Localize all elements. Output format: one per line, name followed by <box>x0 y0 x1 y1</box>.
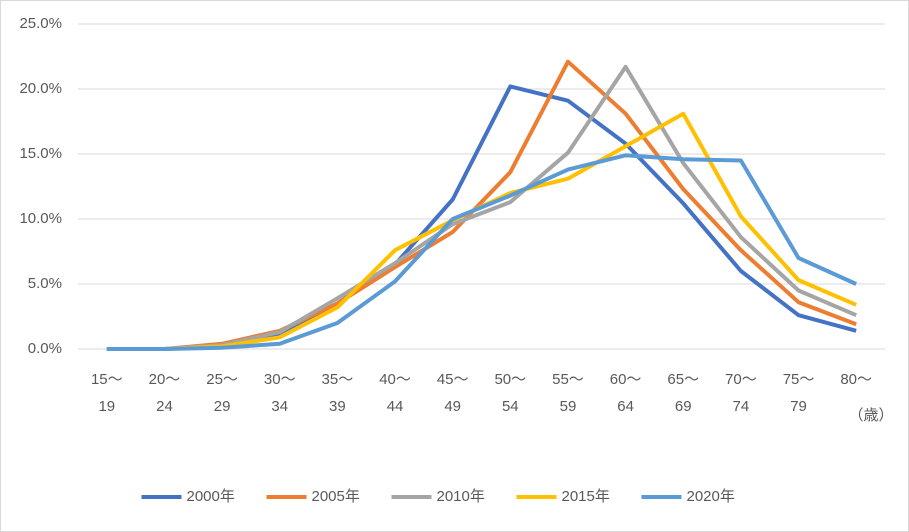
legend-label: 2015年 <box>562 488 610 505</box>
y-tick-label: 10.0% <box>19 210 62 227</box>
x-axis-label: （歳） <box>848 407 893 424</box>
x-tick-label: 74 <box>733 398 750 415</box>
y-tick-label: 0.0% <box>28 340 62 357</box>
legend-label: 2010年 <box>437 488 485 505</box>
x-tick-label: 70～ <box>725 371 757 388</box>
x-tick-label: 75～ <box>783 371 815 388</box>
x-tick-label: 39 <box>329 398 346 415</box>
x-tick-label: 24 <box>156 398 173 415</box>
x-tick-label: 54 <box>502 398 519 415</box>
x-tick-label: 55～ <box>552 371 584 388</box>
x-tick-label: 40～ <box>379 371 411 388</box>
x-tick-label: 80～ <box>840 371 872 388</box>
y-tick-label: 20.0% <box>19 80 62 97</box>
x-tick-label: 44 <box>387 398 404 415</box>
x-tick-label: 25～ <box>206 371 238 388</box>
x-tick-label: 45～ <box>437 371 469 388</box>
x-tick-label: 19 <box>98 398 115 415</box>
x-tick-label: 29 <box>214 398 231 415</box>
legend-label: 2020年 <box>687 488 735 505</box>
x-tick-label: 15～ <box>91 371 123 388</box>
x-tick-label: 64 <box>617 398 634 415</box>
y-tick-label: 5.0% <box>28 275 62 292</box>
x-tick-label: 34 <box>271 398 288 415</box>
legend-label: 2005年 <box>312 488 360 505</box>
x-tick-label: 30～ <box>264 371 296 388</box>
x-tick-label: 49 <box>444 398 461 415</box>
x-tick-label: 20～ <box>149 371 181 388</box>
x-tick-label: 59 <box>560 398 577 415</box>
x-tick-label: 50～ <box>494 371 526 388</box>
x-tick-label: 65～ <box>667 371 699 388</box>
x-tick-label: 69 <box>675 398 692 415</box>
x-tick-label: 60～ <box>610 371 642 388</box>
y-tick-label: 15.0% <box>19 145 62 162</box>
x-tick-label: 79 <box>790 398 807 415</box>
x-tick-label: 35～ <box>322 371 354 388</box>
y-tick-label: 25.0% <box>19 15 62 32</box>
data-line <box>106 153 858 351</box>
legend-label: 2000年 <box>187 488 235 505</box>
